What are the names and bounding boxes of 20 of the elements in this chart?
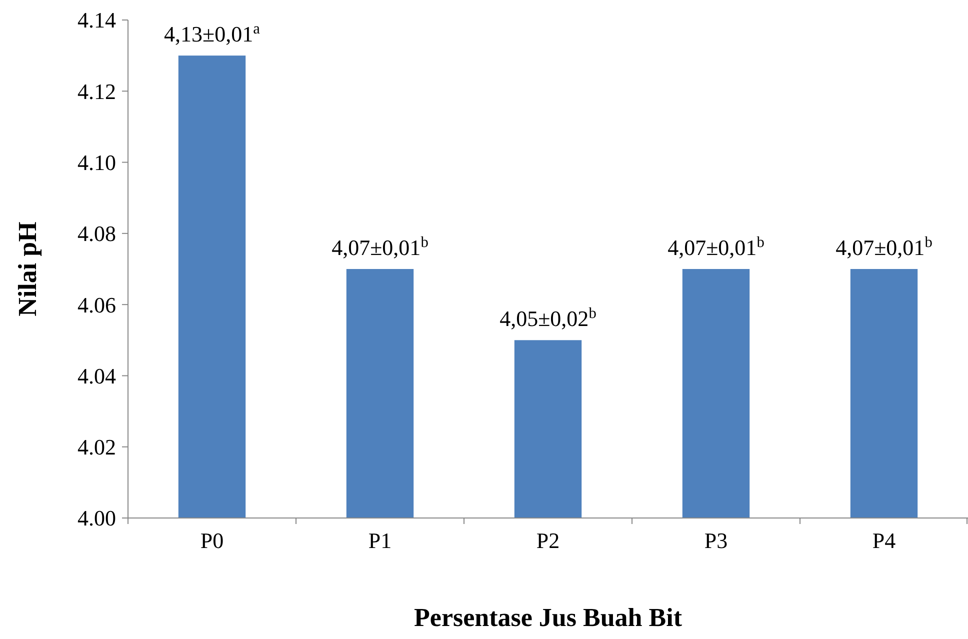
x-axis-title: Persentase Jus Buah Bit (414, 603, 682, 632)
y-tick-label: 4.04 (78, 363, 116, 388)
y-tick-label: 4.12 (78, 78, 116, 104)
x-tick-label: P1 (368, 528, 392, 553)
x-tick-label: P2 (536, 528, 560, 553)
x-tick-label: P3 (704, 528, 728, 553)
y-tick-label: 4.00 (78, 506, 116, 531)
data-label: 4,13±0,01$^{a}$ (164, 20, 260, 47)
x-tick-label: P4 (872, 528, 896, 553)
y-tick-label: 4.08 (78, 221, 116, 246)
y-tick-label: 4.10 (78, 150, 116, 175)
x-tick-label: P0 (200, 528, 224, 553)
y-tick-label: 4.06 (78, 292, 116, 318)
data-label: 4,05±0,02$^{b}$ (500, 304, 597, 332)
y-axis-title: Nilai pH (13, 222, 42, 316)
data-label: 4,07±0,01$^{b}$ (668, 234, 765, 260)
y-tick-label: 4.02 (78, 434, 116, 460)
y-tick-label: 4.14 (78, 8, 116, 33)
data-label: 4,07±0,01$^{b}$ (836, 234, 933, 260)
data-label: 4,07±0,01$^{b}$ (332, 234, 429, 260)
